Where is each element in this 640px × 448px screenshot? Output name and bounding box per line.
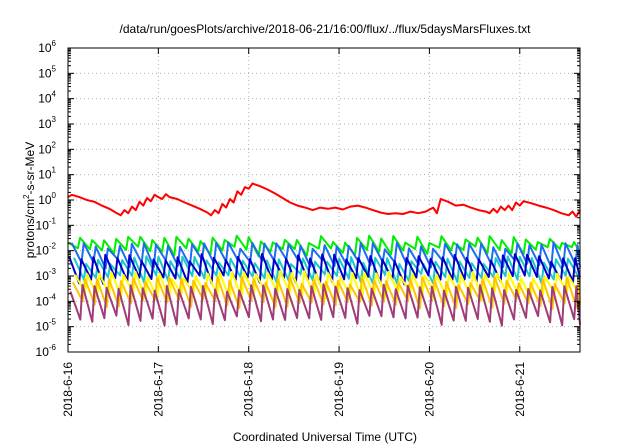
y-tick-exponent: 5 <box>52 64 57 73</box>
chart-title: /data/run/goesPlots/archive/2018-06-21/1… <box>120 22 532 36</box>
y-tick-exponent: -2 <box>49 242 57 251</box>
y-tick-label: 103 <box>38 115 56 131</box>
y-tick-label: 106 <box>38 39 56 55</box>
y-tick-exponent: 4 <box>52 90 57 99</box>
y-tick-exponent: 3 <box>52 115 57 124</box>
y-tick-label: 101 <box>38 166 56 182</box>
y-tick-label: 105 <box>38 64 56 80</box>
y-tick-exponent: -1 <box>49 216 57 225</box>
x-tick-label: 2018-6-18 <box>242 362 256 417</box>
x-tick-label: 2018-6-20 <box>422 362 436 417</box>
y-tick-mantissa: 10 <box>36 320 50 334</box>
y-tick-exponent: 0 <box>52 191 57 200</box>
y-tick-label: 10-4 <box>36 292 57 308</box>
x-axis: 2018-6-16 2018-6-17 2018-6-18 2018-6-19 2018… <box>61 48 527 417</box>
x-tick-label: 2018-6-21 <box>513 362 527 417</box>
y-tick-exponent: -6 <box>49 343 57 352</box>
x-tick-label: 2018-6-19 <box>332 362 346 417</box>
y-tick-label: 10-3 <box>36 267 57 283</box>
y-tick-mantissa: 10 <box>38 66 52 80</box>
y-tick-exponent: 1 <box>52 166 57 175</box>
series-line <box>69 283 581 327</box>
y-tick-label: 10-5 <box>36 318 57 334</box>
y-tick-mantissa: 10 <box>38 168 52 182</box>
y-tick-exponent: -4 <box>49 292 57 301</box>
y-axis: 10-610-510-410-310-210-11001011021031041… <box>36 39 580 359</box>
y-tick-mantissa: 10 <box>38 41 52 55</box>
series-line <box>67 234 581 258</box>
y-tick-exponent: -3 <box>49 267 57 276</box>
y-tick-label: 104 <box>38 90 56 106</box>
y-tick-mantissa: 10 <box>38 193 52 207</box>
series-line <box>73 255 579 285</box>
x-tick-label: 2018-6-17 <box>151 362 165 417</box>
y-tick-mantissa: 10 <box>36 294 50 308</box>
y-tick-exponent: -5 <box>49 318 57 327</box>
y-tick-label: 10-1 <box>36 216 57 232</box>
y-tick-mantissa: 10 <box>38 92 52 106</box>
y-tick-mantissa: 10 <box>36 244 50 258</box>
y-tick-mantissa: 10 <box>38 142 52 156</box>
y-axis-label: protons/cm2-s-sr-MeV <box>22 142 37 258</box>
y-axis-label-sup: 2 <box>22 194 31 199</box>
y-tick-mantissa: 10 <box>38 117 52 131</box>
x-tick-label: 2018-6-16 <box>61 362 75 417</box>
y-tick-label: 10-2 <box>36 242 57 258</box>
y-tick-mantissa: 10 <box>36 345 50 359</box>
y-tick-label: 102 <box>38 140 56 156</box>
y-axis-label-after: -s-sr-MeV <box>23 142 37 195</box>
series-group <box>67 182 581 327</box>
y-tick-exponent: 2 <box>52 140 57 149</box>
y-axis-label-before: protons/cm <box>23 199 37 258</box>
x-axis-label: Coordinated Universal Time (UTC) <box>233 430 417 444</box>
y-tick-label: 100 <box>38 191 56 207</box>
y-tick-mantissa: 10 <box>36 218 50 232</box>
y-tick-exponent: 6 <box>52 39 57 48</box>
y-tick-mantissa: 10 <box>36 269 50 283</box>
series-line <box>67 182 581 218</box>
y-tick-label: 10-6 <box>36 343 57 359</box>
